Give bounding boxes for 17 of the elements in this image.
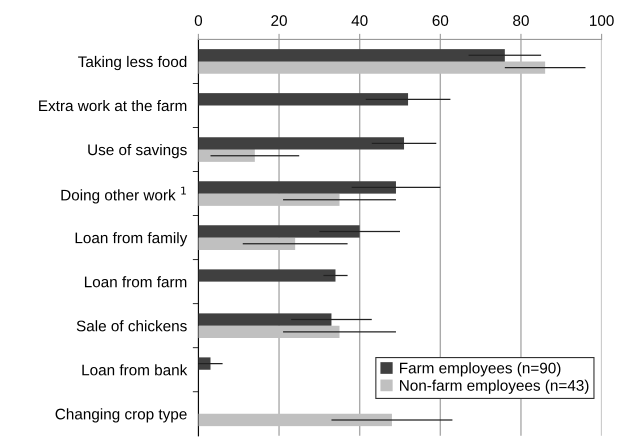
x-tick-label: 20 xyxy=(271,15,287,26)
y-tick-label: Sale of chickens xyxy=(76,320,187,332)
x-tick-label: 80 xyxy=(513,15,529,26)
legend-label: Farm employees (n=90) xyxy=(400,362,560,376)
x-tick-label: 100 xyxy=(590,15,614,26)
legend-label: Non-farm employees (n=43) xyxy=(400,380,588,394)
x-tick-label: 40 xyxy=(352,15,368,26)
x-tick-label: 0 xyxy=(194,15,202,26)
y-tick-label: Taking less food xyxy=(78,56,186,70)
y-tick-label: Doing other work $^{1}$ xyxy=(61,186,186,204)
y-tick-label: Extra work at the farm xyxy=(39,100,186,112)
y-tick-label: Use of savings xyxy=(88,144,187,158)
x-tick-label: 60 xyxy=(432,15,448,26)
y-tick-label: Loan from family xyxy=(76,232,188,246)
y-tick-label: Loan from bank xyxy=(82,364,188,376)
y-tick-label: Changing crop type xyxy=(56,408,187,422)
y-tick-label: Loan from farm xyxy=(84,276,186,288)
